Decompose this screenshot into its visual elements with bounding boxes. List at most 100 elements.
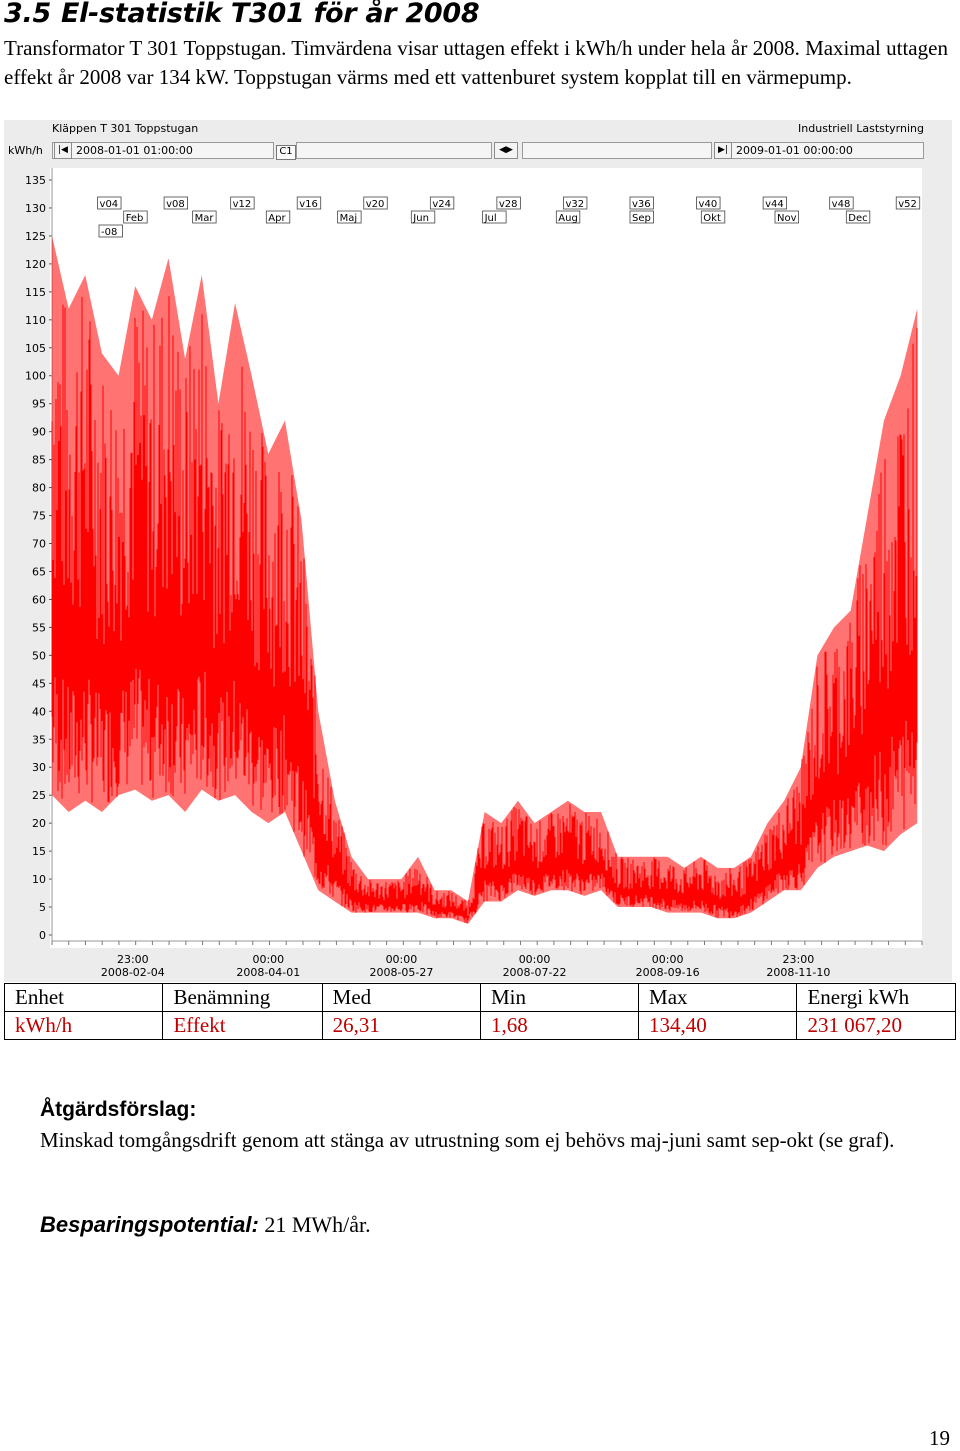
start-date-value: 2008-01-01 01:00:00	[76, 144, 193, 157]
stats-header-row: Enhet Benämning Med Min Max Energi kWh	[3, 983, 956, 1012]
month-marker: Dec	[848, 213, 867, 224]
x-tick-date: 2008-05-27	[369, 966, 433, 979]
calendar-markers: v04 v08 v12 v16 v20 v24 v28 v32 v36 v40 v44 v48 v52 F…	[97, 196, 921, 238]
section-heading: 3.5 El-statistik T301 för år 2008	[4, 0, 480, 29]
week-marker: v24	[432, 199, 451, 210]
stats-value-cell: Effekt	[162, 1011, 323, 1040]
week-marker-box	[230, 196, 255, 210]
month-marker: Nov	[777, 213, 797, 224]
x-tick-date: 2008-04-01	[236, 966, 300, 979]
load-chart: 0 5 10 15 20 25 30 35 40 45 50 55 60 65 70 75 80 85 90 95 10…	[25, 168, 923, 979]
series-line	[51, 296, 918, 924]
start-date-field[interactable]	[52, 142, 274, 159]
y-tick-label: 135	[25, 174, 46, 187]
week-marker: v04	[100, 199, 119, 210]
y-tick-label: 40	[32, 705, 46, 718]
month-marker-box	[337, 210, 362, 224]
month-marker: Jul	[484, 213, 497, 224]
x-tick-date: 2008-11-10	[766, 966, 830, 979]
year-marker-box	[98, 224, 123, 238]
week-marker-box	[762, 196, 788, 210]
y-tick-label: 105	[25, 342, 46, 355]
y-tick-label: 0	[39, 929, 46, 942]
chart-window: Kläppen T 301 Toppstugan Industriell Las…	[4, 120, 952, 982]
year-marker: -08	[101, 227, 117, 238]
week-marker: v20	[366, 199, 385, 210]
scroll-track-right[interactable]	[522, 142, 712, 159]
y-tick-label: 120	[25, 258, 46, 271]
week-marker: v12	[233, 199, 252, 210]
y-tick-label: 85	[32, 454, 46, 467]
x-tick-date: 2008-07-22	[503, 966, 567, 979]
end-date-control: ▶| 2009-01-01 00:00:00	[714, 142, 853, 159]
month-marker-box	[629, 210, 654, 224]
x-tick-time: 00:00	[652, 953, 684, 966]
month-marker-box	[845, 210, 871, 224]
y-tick-label: 30	[32, 761, 46, 774]
week-marker: v16	[299, 199, 318, 210]
month-marker: Maj	[340, 213, 358, 224]
x-tick-time: 00:00	[519, 953, 551, 966]
cursor-c1-button[interactable]: C1	[276, 145, 296, 160]
y-tick-label: 80	[32, 482, 46, 495]
week-marker-box	[895, 196, 921, 210]
month-marker-box	[555, 210, 581, 224]
stats-value-cell: 26,31	[321, 1011, 481, 1040]
x-tick-time: 23:00	[117, 953, 149, 966]
week-marker: v52	[898, 199, 917, 210]
month-marker-box	[774, 210, 799, 224]
y-tick-label: 25	[32, 789, 46, 802]
stats-header-cell: Med	[321, 983, 481, 1012]
month-marker-box	[410, 210, 436, 224]
y-tick-label: 35	[32, 733, 46, 746]
intro-paragraph: Transformator T 301 Toppstugan. Timvärde…	[4, 36, 948, 89]
stats-value-cell: 134,40	[638, 1011, 798, 1040]
week-marker-box	[163, 196, 188, 210]
month-marker-box	[123, 210, 148, 224]
week-marker-box	[296, 196, 322, 210]
week-marker: v28	[499, 199, 518, 210]
month-marker: Sep	[632, 213, 651, 224]
action-heading: Åtgärdsförslag:	[40, 1098, 197, 1121]
scroll-arrows-icon[interactable]: ◀▶	[494, 142, 518, 159]
month-marker: Jun	[412, 213, 429, 224]
week-marker-box	[429, 196, 455, 210]
series-load	[51, 235, 918, 924]
stats-value-cell: 1,68	[479, 1011, 640, 1040]
first-page-icon[interactable]: |◀	[54, 142, 72, 159]
y-tick-label: 5	[39, 901, 46, 914]
start-date-control: |◀ 2008-01-01 01:00:00	[54, 142, 193, 159]
last-page-icon[interactable]: ▶|	[714, 142, 732, 159]
week-marker-box	[563, 196, 588, 210]
y-tick-label: 90	[32, 426, 46, 439]
y-tick-label: 60	[32, 593, 46, 606]
month-marker-box	[192, 210, 217, 224]
y-tick-label: 115	[25, 286, 46, 299]
week-marker-box	[829, 196, 854, 210]
savings-label: Besparingspotential:	[40, 1212, 259, 1237]
week-marker: v40	[699, 199, 718, 210]
month-marker: Apr	[268, 213, 286, 224]
stats-value-cell: kWh/h	[3, 1011, 164, 1040]
month-marker-box	[482, 210, 507, 224]
month-marker: Mar	[195, 213, 215, 224]
section-number: 3.5	[4, 0, 51, 29]
y-tick-label: 70	[32, 538, 46, 551]
brand-label: Industriell Laststyrning	[798, 122, 924, 135]
x-tick-time: 00:00	[252, 953, 284, 966]
x-tick-date: 2008-09-16	[636, 966, 700, 979]
y-axis: 0 5 10 15 20 25 30 35 40 45 50 55 60 65 70 75 80 85 90 95 10…	[25, 168, 53, 942]
end-date-value: 2009-01-01 00:00:00	[736, 144, 853, 157]
series-envelope	[52, 235, 918, 924]
y-tick-label: 110	[25, 314, 46, 327]
stats-header-cell: Min	[479, 983, 640, 1012]
x-tick-time: 23:00	[783, 953, 815, 966]
week-marker: v48	[832, 199, 851, 210]
x-tick-date: 2008-02-04	[101, 966, 165, 979]
unit-label: kWh/h	[8, 144, 43, 157]
scroll-track-left[interactable]	[296, 142, 492, 159]
week-marker: v08	[166, 199, 185, 210]
page-number: 19	[929, 1426, 950, 1450]
y-tick-label: 95	[32, 398, 46, 411]
week-marker-box	[629, 196, 654, 210]
